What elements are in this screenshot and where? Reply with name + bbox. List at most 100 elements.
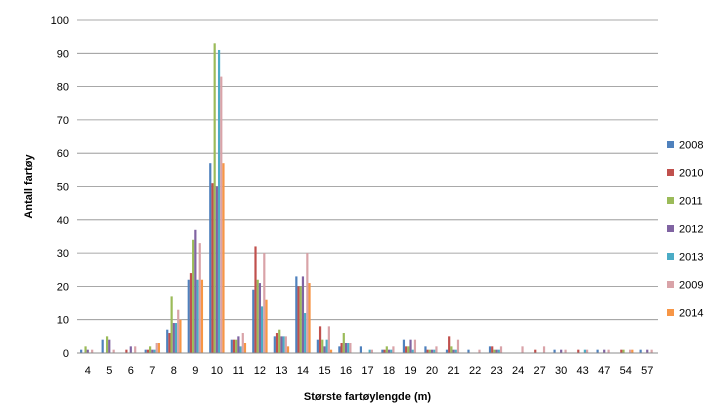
bar-2012-5 [108,339,111,353]
bar-2009-47 [607,349,610,353]
bar-2009-20 [435,346,438,353]
bar-2011-4 [84,346,87,353]
bar-2009-17 [370,349,373,353]
bar-2014-15 [329,349,333,353]
bar-2014-54 [631,349,634,353]
bar-2012-47 [603,349,606,353]
bar-2013-23 [497,349,500,353]
bar-2014-14 [308,283,311,353]
bar-2014-8 [179,319,182,353]
bar-2013-43 [583,349,586,353]
y-tick-100: 100 [51,15,69,27]
legend-swatch-2012 [667,225,674,232]
bar-2010-10 [211,183,214,353]
x-tick-18: 18 [383,365,395,377]
bar-2013-10 [217,49,221,353]
bar-2009-23 [499,346,503,353]
bar-2014-7 [157,343,161,353]
bar-2011-54 [622,349,625,353]
bar-2010-13 [275,333,279,353]
bar-2013-15 [325,339,328,353]
x-tick-57: 57 [641,365,653,377]
x-tick-4: 4 [85,365,91,377]
bar-2009-5 [112,349,115,353]
bar-2010-23 [491,346,494,353]
y-tick-70: 70 [57,115,69,127]
bar-2011-21 [450,346,453,353]
bar-2013-9 [196,279,199,353]
legend-label-2012: 2012 [679,224,703,236]
bar-2012-6 [129,346,132,353]
y-tick-60: 60 [57,148,69,160]
bar-2008-18 [381,349,384,353]
bar-2011-8 [170,296,173,353]
bar-2013-8 [174,323,178,353]
bar-2010-27 [534,349,537,353]
bar-2010-20 [426,349,429,353]
bar-2012-21 [452,349,455,353]
bar-2012-30 [560,349,563,353]
legend-label-2011: 2011 [679,196,703,208]
bar-2009-6 [134,346,137,353]
bar-2009-7 [155,343,158,353]
bar-2011-7 [149,346,152,353]
x-tick-19: 19 [404,365,416,377]
bar-2008-12 [252,289,255,353]
x-tick-22: 22 [469,365,481,377]
bar-2010-6 [125,349,128,353]
bar-2009-27 [542,346,546,353]
legend-swatch-2009 [667,281,674,288]
bar-2009-30 [564,349,567,353]
y-tick-30: 30 [57,248,69,260]
bars [80,43,653,354]
x-tick-6: 6 [128,365,134,377]
bar-2008-21 [445,349,449,353]
bar-2009-43 [585,349,589,353]
y-tick-0: 0 [63,348,69,360]
x-tick-11: 11 [233,365,244,377]
bar-2009-57 [650,349,653,353]
x-tick-labels: 4 5 6 7 8 9 10 11 12 13 14 15 16 17 18 19 20 21 22 23 24 27 30… [85,365,654,377]
x-tick-30: 30 [555,365,567,377]
bar-2011-15 [321,339,324,353]
bar-2010-7 [146,349,150,353]
gridlines [77,19,658,321]
x-tick-7: 7 [149,365,155,377]
bar-2010-11 [232,339,236,353]
bar-2008-10 [209,163,212,353]
y-tick-20: 20 [57,281,69,293]
bar-2013-11 [239,346,242,353]
bar-2013-14 [304,313,307,353]
bar-2009-10 [220,76,223,354]
x-axis-title: Største fartøylengde (m) [304,391,431,403]
bar-2011-13 [278,329,281,353]
bar-2008-9 [187,279,190,353]
bar-2009-24 [521,346,524,353]
bar-2011-12 [256,279,259,353]
bar-2008-47 [596,349,599,353]
bar-2014-9 [200,279,204,353]
legend-swatch-2014 [667,309,674,316]
bar-2012-15 [323,346,326,353]
bar-2012-18 [387,349,391,353]
legend: 2008 2010 2011 2012 2013 2009 2014 [667,140,703,320]
bar-2008-23 [488,346,492,353]
legend-swatch-2013 [667,253,674,260]
bar-2009-12 [263,253,266,353]
legend-label-2008: 2008 [679,140,703,152]
bar-2011-23 [493,349,496,353]
x-tick-13: 13 [275,365,287,377]
bar-2008-8 [166,329,169,353]
bar-2008-5 [101,339,104,353]
bar-2008-22 [467,349,470,353]
bar-2010-19 [405,346,408,353]
bar-2011-16 [342,333,345,353]
x-tick-27: 27 [534,365,546,377]
bar-2010-9 [189,273,193,353]
bar-2010-43 [577,349,580,353]
bar-2009-16 [349,343,352,353]
bar-2012-16 [344,343,348,353]
bar-2013-17 [368,349,371,353]
bar-2009-15 [327,326,330,353]
